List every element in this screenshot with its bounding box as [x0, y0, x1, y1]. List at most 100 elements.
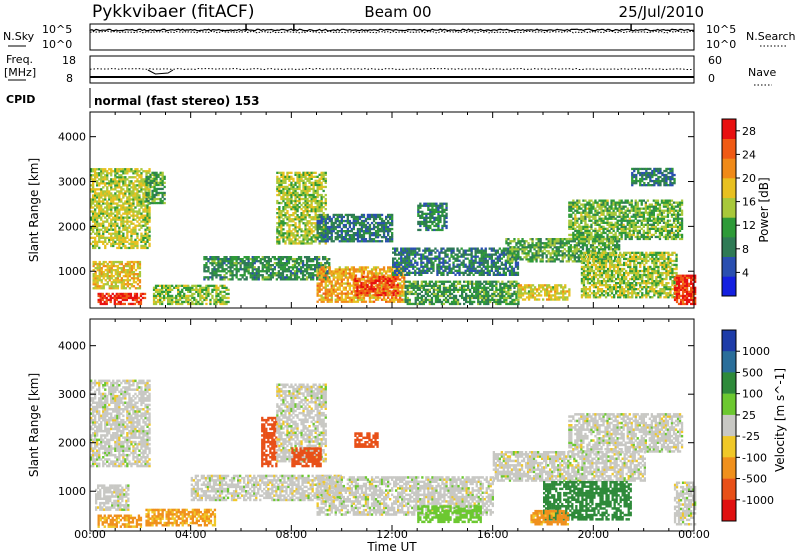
heatmap-cell	[314, 216, 317, 219]
heatmap-cell	[382, 279, 385, 282]
heatmap-cell	[470, 265, 473, 268]
heatmap-cell	[310, 206, 313, 209]
heatmap-cell	[491, 280, 494, 283]
heatmap-cell	[372, 219, 376, 223]
heatmap-cell	[378, 293, 381, 297]
heatmap-cell	[503, 284, 506, 287]
heatmap-cell	[380, 223, 384, 227]
heatmap-cell	[185, 294, 188, 298]
heatmap-cell	[298, 171, 301, 174]
heatmap-cell	[366, 274, 370, 277]
heatmap-cell	[368, 285, 371, 289]
heatmap-cell	[346, 213, 349, 217]
heatmap-cell	[187, 300, 190, 304]
cpid-label: CPID	[6, 93, 35, 106]
heatmap-cell	[495, 288, 498, 291]
heatmap-cell	[426, 255, 429, 258]
heatmap-cell	[296, 181, 299, 184]
heatmap-cell	[458, 282, 462, 285]
heatmap-cell	[324, 262, 327, 265]
heatmap-cell	[114, 194, 117, 197]
heatmap-cell	[124, 176, 127, 179]
heatmap-cell	[360, 274, 364, 277]
heatmap-cell	[104, 260, 107, 264]
heatmap-cell	[253, 278, 256, 281]
heatmap-cell	[475, 296, 478, 300]
heatmap-cell	[424, 284, 427, 287]
heatmap-cell	[340, 290, 343, 293]
heatmap-cell	[307, 264, 311, 267]
heatmap-cell	[197, 288, 200, 291]
heatmap-cell	[422, 271, 425, 274]
heatmap-cell	[414, 251, 417, 254]
heatmap-cell	[394, 279, 397, 282]
heatmap-cell	[348, 270, 351, 273]
heatmap-cell	[278, 212, 281, 215]
heatmap-cell	[191, 302, 194, 306]
heatmap-cell	[125, 298, 128, 302]
heatmap-cell	[277, 256, 280, 259]
heatmap-cell	[132, 204, 135, 207]
heatmap-cell	[253, 272, 256, 275]
heatmap-cell	[322, 238, 325, 241]
heatmap-cell	[161, 290, 164, 293]
heatmap-cell	[310, 232, 313, 235]
heatmap-cell	[209, 262, 212, 265]
heatmap-cell	[147, 191, 150, 195]
heatmap-cell	[211, 260, 214, 263]
heatmap-cell	[324, 264, 327, 267]
heatmap-cell	[233, 258, 236, 261]
heatmap-cell	[436, 286, 440, 289]
heatmap-cell	[332, 278, 335, 281]
heatmap-cell	[221, 278, 224, 281]
heatmap-cell	[332, 272, 335, 275]
heatmap-cell	[442, 251, 445, 254]
heatmap-cell	[121, 302, 124, 306]
heatmap-cell	[205, 302, 208, 306]
heatmap-cell	[344, 223, 347, 227]
heatmap-cell	[452, 265, 455, 268]
heatmap-cell	[318, 203, 321, 207]
heatmap-cell	[324, 223, 327, 227]
heatmap-cell	[484, 261, 487, 264]
heatmap-cell	[265, 270, 268, 273]
heatmap-cell	[297, 262, 301, 265]
heatmap-cell	[493, 290, 496, 293]
heatmap-cell	[227, 258, 230, 261]
heatmap-cell	[116, 222, 119, 225]
heatmap-cell	[282, 224, 285, 227]
heatmap-cell	[138, 260, 142, 264]
heatmap-cell	[142, 194, 145, 197]
heatmap-cell	[118, 186, 121, 189]
heatmap-cell	[136, 277, 140, 280]
heatmap-cell	[132, 214, 135, 217]
heatmap-cell	[312, 278, 315, 281]
heatmap-cell	[393, 300, 396, 303]
heatmap-cell	[318, 258, 321, 261]
heatmap-cell	[306, 238, 309, 241]
heatmap-cell	[132, 222, 135, 225]
heatmap-cell	[128, 216, 131, 219]
heatmap-cell	[378, 277, 381, 280]
heatmap-cell	[481, 300, 484, 304]
heatmap-cell	[320, 181, 323, 184]
heatmap-cell	[385, 223, 388, 227]
heatmap-cell	[157, 191, 160, 195]
heatmap-cell	[372, 213, 376, 217]
heatmap-cell	[128, 269, 132, 272]
heatmap-cell	[211, 284, 214, 287]
heatmap-cell	[498, 273, 501, 276]
heatmap-cell	[510, 267, 514, 270]
heatmap-cell	[318, 284, 321, 287]
heatmap-cell	[364, 283, 367, 287]
heatmap-cell	[241, 260, 244, 263]
heatmap-cell	[302, 212, 305, 215]
heatmap-cell	[265, 268, 268, 271]
heatmap-cell	[422, 280, 425, 283]
heatmap-cell	[118, 273, 121, 276]
heatmap-cell	[391, 240, 394, 243]
heatmap-cell	[104, 240, 107, 243]
heatmap-cell	[291, 260, 295, 263]
heatmap-cell	[290, 191, 293, 195]
heatmap-cell	[509, 302, 512, 306]
